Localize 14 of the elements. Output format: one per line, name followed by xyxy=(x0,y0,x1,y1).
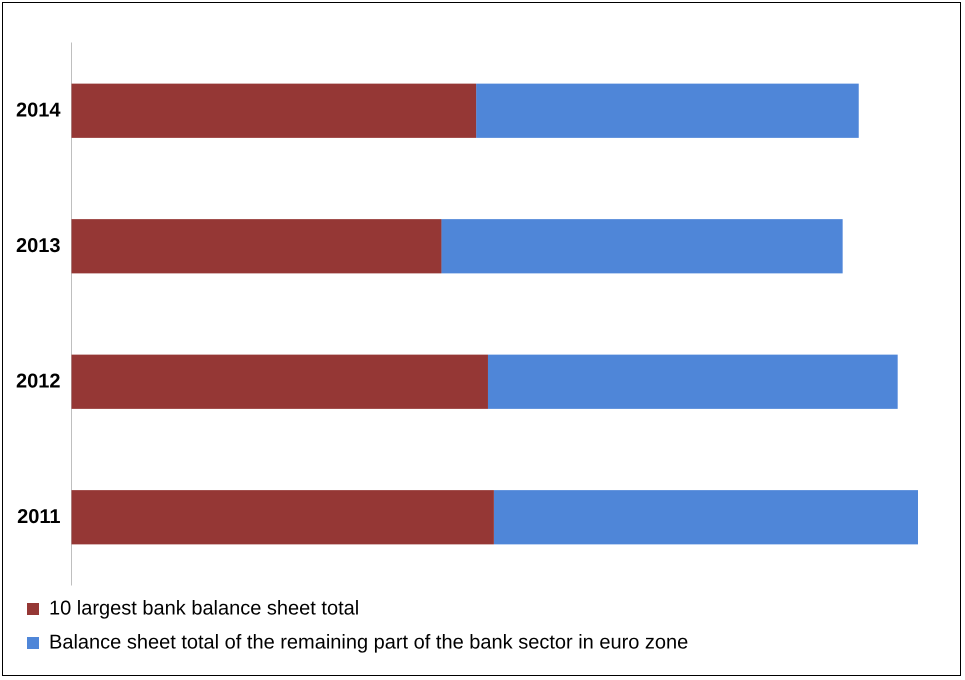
bar xyxy=(71,84,476,138)
y-tick-label: 2013 xyxy=(16,234,60,257)
bar xyxy=(441,219,843,274)
bar xyxy=(71,354,488,409)
y-tick-label: 2011 xyxy=(17,506,60,528)
bar xyxy=(488,354,898,409)
legend-label: 10 largest bank balance sheet total xyxy=(49,598,360,620)
bar xyxy=(494,490,918,544)
y-tick-label: 2014 xyxy=(16,99,62,122)
legend-label: Balance sheet total of the remaining part of the bank sector in euro zone xyxy=(49,632,688,654)
bar xyxy=(71,490,494,544)
bar xyxy=(71,219,442,274)
bar xyxy=(476,84,859,138)
y-tick-label: 2012 xyxy=(16,370,60,392)
